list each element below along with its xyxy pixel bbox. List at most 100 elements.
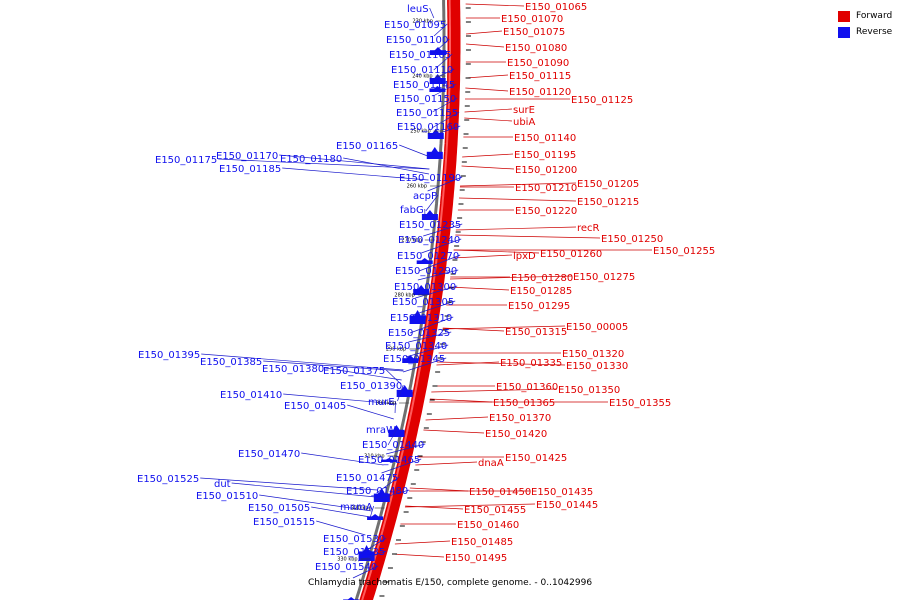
gene-label-e150-01440: E150_01440 xyxy=(362,440,424,451)
reverse-leader xyxy=(347,404,394,420)
forward-leader xyxy=(465,87,509,92)
gene-label-recr: recR xyxy=(577,223,600,234)
forward-leader xyxy=(409,487,469,492)
forward-leader xyxy=(465,3,525,7)
gene-label-e150-01325: E150_01325 xyxy=(388,328,450,339)
gene-label-e150-01290: E150_01290 xyxy=(395,266,457,277)
reverse-leader xyxy=(432,97,458,113)
forward-leader xyxy=(436,361,566,366)
reverse-leader xyxy=(301,452,384,466)
reverse-leader xyxy=(385,369,402,385)
gene-label-e150-01165: E150_01165 xyxy=(336,141,398,152)
gene-label-mraw: mraW xyxy=(366,425,396,436)
reverse-leader xyxy=(283,393,397,405)
tick-label: 260 kbp xyxy=(407,184,427,190)
gene-label-e150-01110: E150_01110 xyxy=(391,65,453,76)
gene-label-e150-01220: E150_01220 xyxy=(515,206,577,217)
reverse-leader xyxy=(263,360,404,372)
forward-leader xyxy=(415,461,478,466)
reverse-leader xyxy=(387,428,398,446)
gene-label-e150-01470: E150_01470 xyxy=(238,449,300,460)
tick-label: 300 kbp xyxy=(376,401,396,407)
forward-leader xyxy=(449,275,573,280)
reverse-leader xyxy=(359,537,387,555)
legend-reverse: Reverse xyxy=(838,24,892,40)
tick-label: 240 kbp xyxy=(412,74,432,80)
gene-label-e150-01390: E150_01390 xyxy=(340,381,402,392)
gene-label-e150-01445: E150_01445 xyxy=(536,500,598,511)
forward-leader xyxy=(462,153,514,158)
gene-label-e150-01295: E150_01295 xyxy=(508,301,570,312)
forward-leader xyxy=(459,197,577,202)
reverse-leader xyxy=(417,269,459,281)
gene-label-e150-01255: E150_01255 xyxy=(653,246,715,257)
genome-backbone xyxy=(354,0,461,600)
gene-label-e150-01150: E150_01150 xyxy=(394,94,456,105)
gene-label-e150-01505: E150_01505 xyxy=(248,503,310,514)
forward-leader xyxy=(392,553,445,558)
gene-label-e150-01420: E150_01420 xyxy=(485,429,547,440)
reverse-leader xyxy=(429,7,435,19)
reverse-leader xyxy=(231,482,376,498)
legend-reverse-label: Reverse xyxy=(856,27,893,37)
gene-label-e150-01370: E150_01370 xyxy=(489,413,551,424)
legend-reverse-swatch xyxy=(838,26,850,38)
gene-label-e150-01075: E150_01075 xyxy=(503,27,565,38)
gene-label-leus: leuS xyxy=(407,4,429,15)
gene-label-sure: surE xyxy=(513,105,535,116)
reverse-leader xyxy=(418,254,461,272)
gene-label-e150-01155: E150_01155 xyxy=(396,108,458,119)
reverse-leader xyxy=(421,238,462,254)
reverse-leader xyxy=(282,167,429,181)
reverse-leader xyxy=(311,506,371,518)
forward-leader xyxy=(429,398,493,403)
forward-leader xyxy=(460,182,577,187)
gene-label-e150-01235: E150_01235 xyxy=(399,220,461,231)
reverse-leader xyxy=(433,68,455,80)
gene-label-e150-01260: E150_01260 xyxy=(540,249,602,260)
forward-leader xyxy=(436,361,500,366)
gene-label-e150-01090: E150_01090 xyxy=(507,58,569,69)
legend-forward: Forward xyxy=(838,8,892,24)
gene-label-e150-01540: E150_01540 xyxy=(315,562,377,573)
gene-label-e150-01515: E150_01515 xyxy=(253,517,315,528)
reverse-gene-body xyxy=(367,516,384,520)
tick-label: 250 kbp xyxy=(410,129,430,135)
reverse-leader xyxy=(374,489,410,501)
gene-label-e150-01160: E150_01160 xyxy=(397,122,459,133)
gene-label-e150-01270: E150_01270 xyxy=(397,251,459,262)
forward-leader xyxy=(405,505,464,510)
gene-label-e150-01510: E150_01510 xyxy=(196,491,258,502)
gene-label-e150-01105: E150_01105 xyxy=(389,50,451,61)
reverse-gene-body xyxy=(409,315,426,324)
gene-label-e150-01250: E150_01250 xyxy=(601,234,663,245)
gene-label-e150-01320: E150_01320 xyxy=(562,349,624,360)
forward-leader xyxy=(423,429,485,434)
gene-label-e150-01280: E150_01280 xyxy=(511,273,573,284)
reverse-leader xyxy=(200,477,378,491)
tick-label: 270 kbp xyxy=(401,238,421,244)
gene-label-e150-01340: E150_01340 xyxy=(385,341,447,352)
gene-label-e150-01435: E150_01435 xyxy=(531,487,593,498)
map-caption: Chlamydia trachomatis E/150, complete ge… xyxy=(307,578,593,588)
reverse-leader xyxy=(279,154,430,170)
gene-label-e150-01425: E150_01425 xyxy=(505,453,567,464)
forward-leader xyxy=(452,254,513,259)
gene-label-e150-01240: E150_01240 xyxy=(398,235,460,246)
forward-track-highlight xyxy=(361,0,451,600)
tick-label: 320 kbp xyxy=(351,506,371,512)
gene-label-ubia: ubiA xyxy=(513,117,535,128)
forward-leader xyxy=(455,226,577,231)
gene-label-e150-01465: E150_01465 xyxy=(358,455,420,466)
reverse-leader xyxy=(325,367,402,381)
reverse-leader xyxy=(423,223,463,237)
gene-label-mnma: mnmA xyxy=(340,502,373,513)
forward-track xyxy=(359,0,461,600)
forward-leader xyxy=(404,503,536,508)
reverse-leader xyxy=(431,111,460,129)
gene-label-e150-01385: E150_01385 xyxy=(200,357,262,368)
gene-label-e150-01345: E150_01345 xyxy=(383,354,445,365)
gene-label-e150-01380: E150_01380 xyxy=(262,364,324,375)
tick-label: 330 kbp xyxy=(337,557,357,563)
gene-label-fabg: fabG xyxy=(400,205,424,216)
